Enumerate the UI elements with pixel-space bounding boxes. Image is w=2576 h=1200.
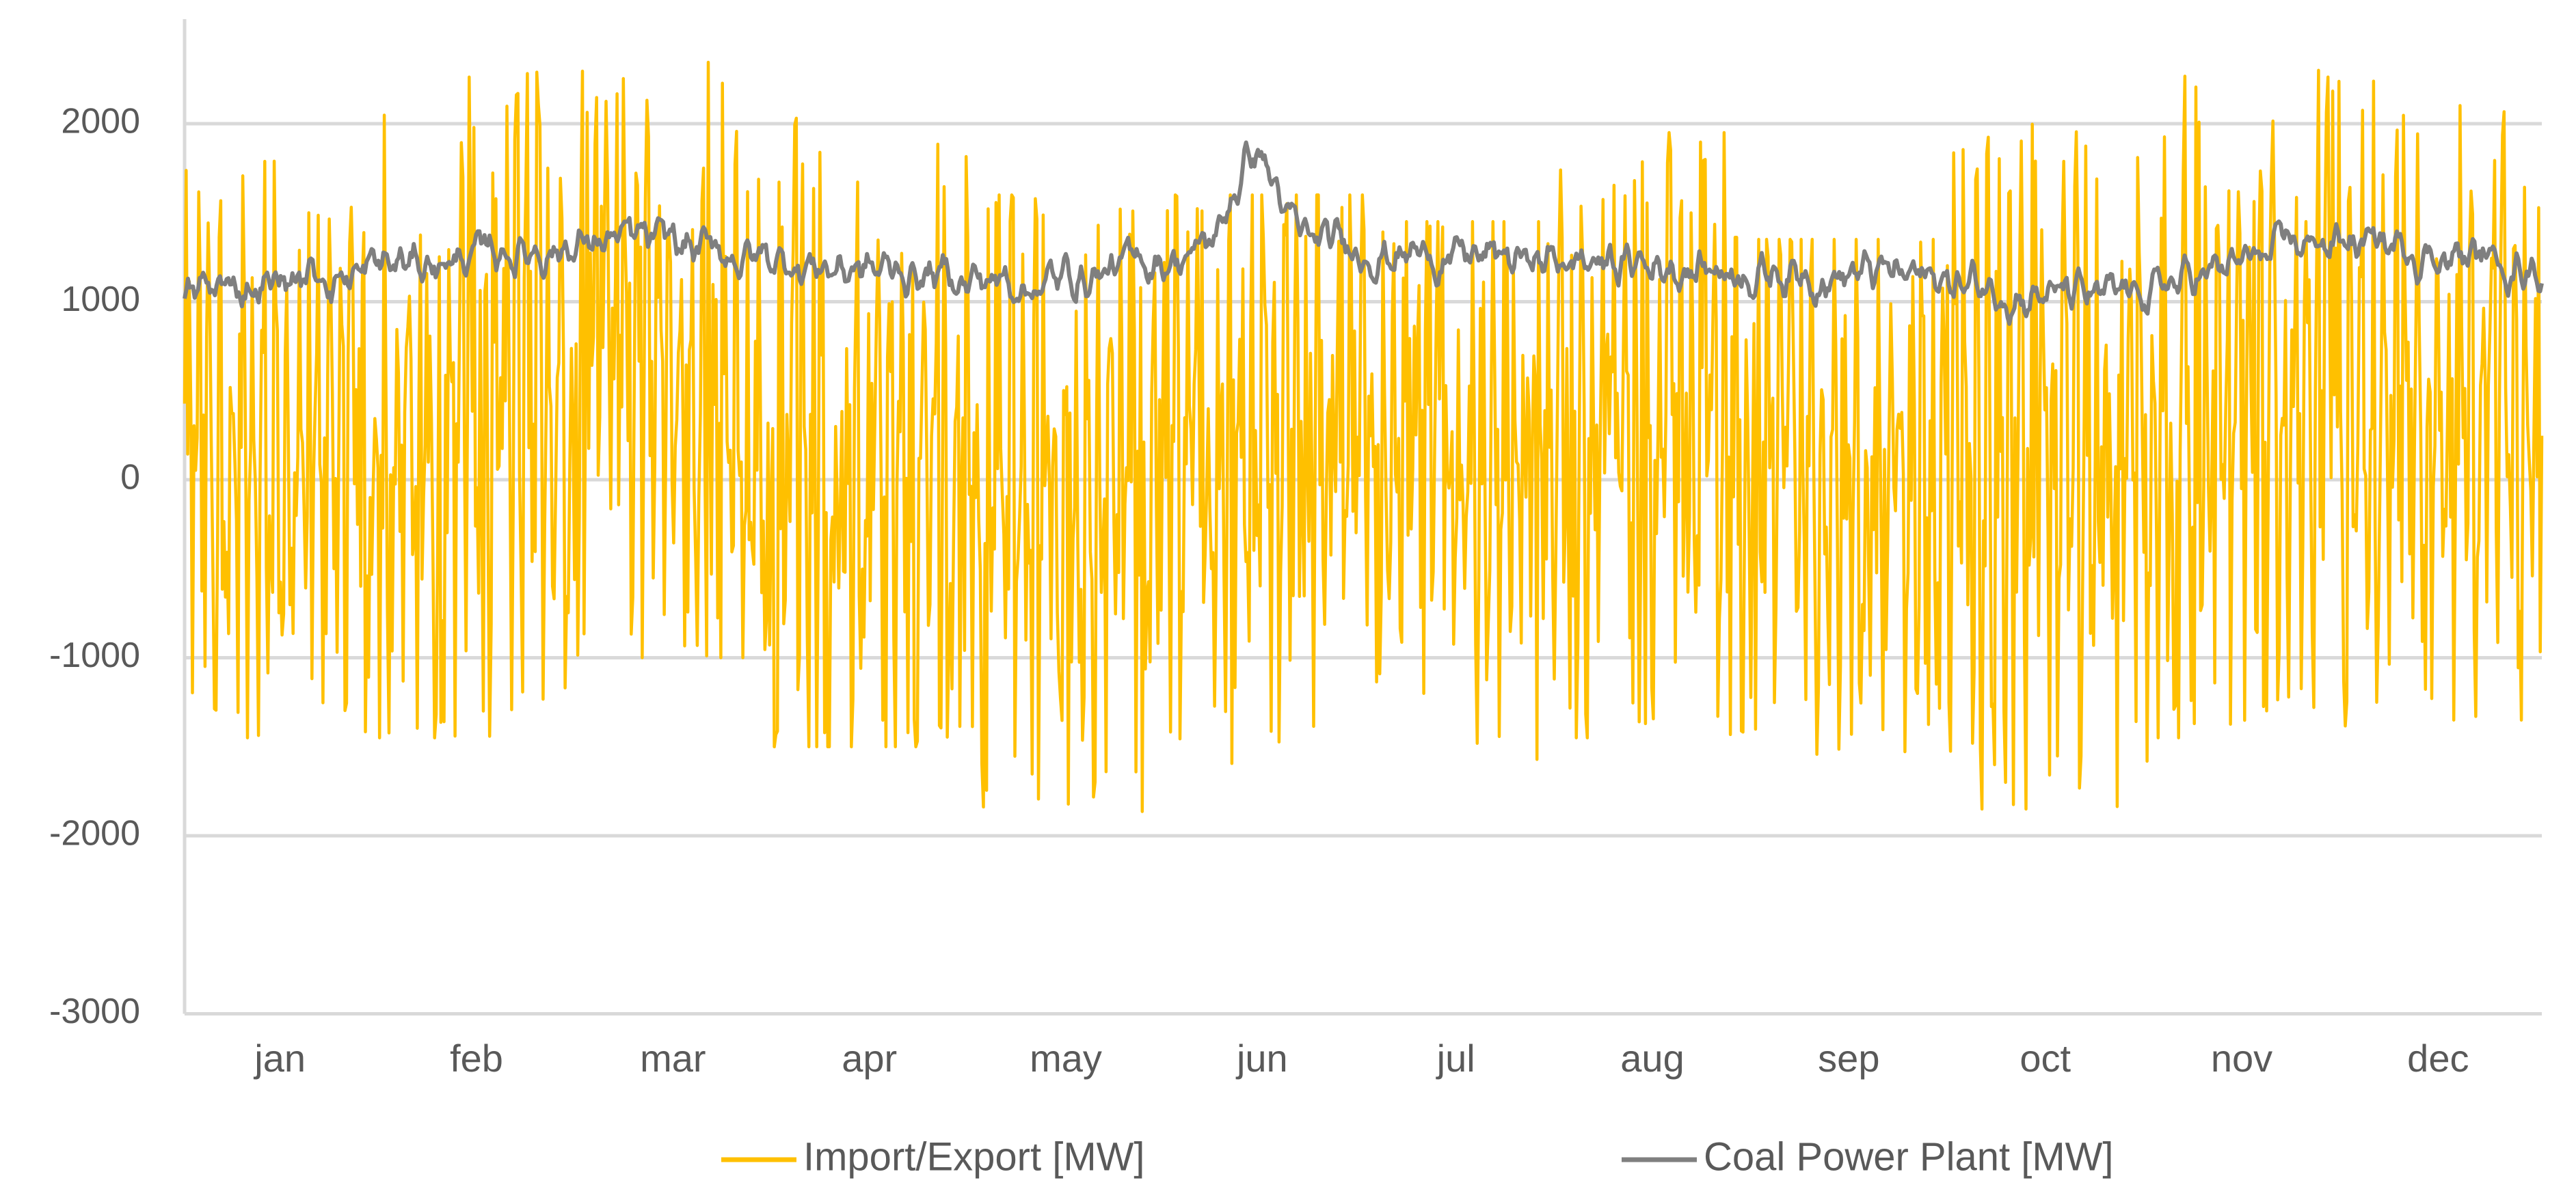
x-tick-label: aug <box>1620 1037 1684 1080</box>
y-tick-label: 0 <box>120 458 140 497</box>
series-line-coal-power-plant <box>183 140 2544 326</box>
y-tick-label: -3000 <box>49 992 140 1031</box>
x-axis-ticks: jan feb mar apr may jun jul aug sep oct nov dec <box>253 1037 2469 1080</box>
x-tick-label: sep <box>1818 1037 1879 1080</box>
y-tick-label: 1000 <box>61 279 140 319</box>
y-tick-label: -1000 <box>49 636 140 675</box>
x-tick-label: nov <box>2211 1037 2272 1080</box>
x-tick-label: mar <box>640 1037 706 1080</box>
y-tick-label: -2000 <box>49 814 140 854</box>
plot-area <box>183 60 2544 813</box>
x-tick-label: oct <box>2020 1037 2071 1080</box>
legend-label-coal-power-plant: Coal Power Plant [MW] <box>1704 1134 2114 1179</box>
y-tick-label: 2000 <box>61 102 140 141</box>
x-tick-label: jan <box>253 1037 306 1080</box>
y-axis-ticks: 2000 1000 0 -1000 -2000 -3000 <box>49 102 140 1032</box>
x-tick-label: apr <box>842 1037 897 1080</box>
legend: Import/Export [MW] Coal Power Plant [MW] <box>721 1134 2114 1179</box>
x-tick-label: feb <box>450 1037 503 1080</box>
series-line-import-export <box>183 60 2544 813</box>
x-tick-label: may <box>1030 1037 1102 1080</box>
x-tick-label: jun <box>1235 1037 1288 1080</box>
x-tick-label: dec <box>2407 1037 2469 1080</box>
legend-label-import-export: Import/Export [MW] <box>803 1134 1145 1179</box>
x-tick-label: jul <box>1436 1037 1475 1080</box>
